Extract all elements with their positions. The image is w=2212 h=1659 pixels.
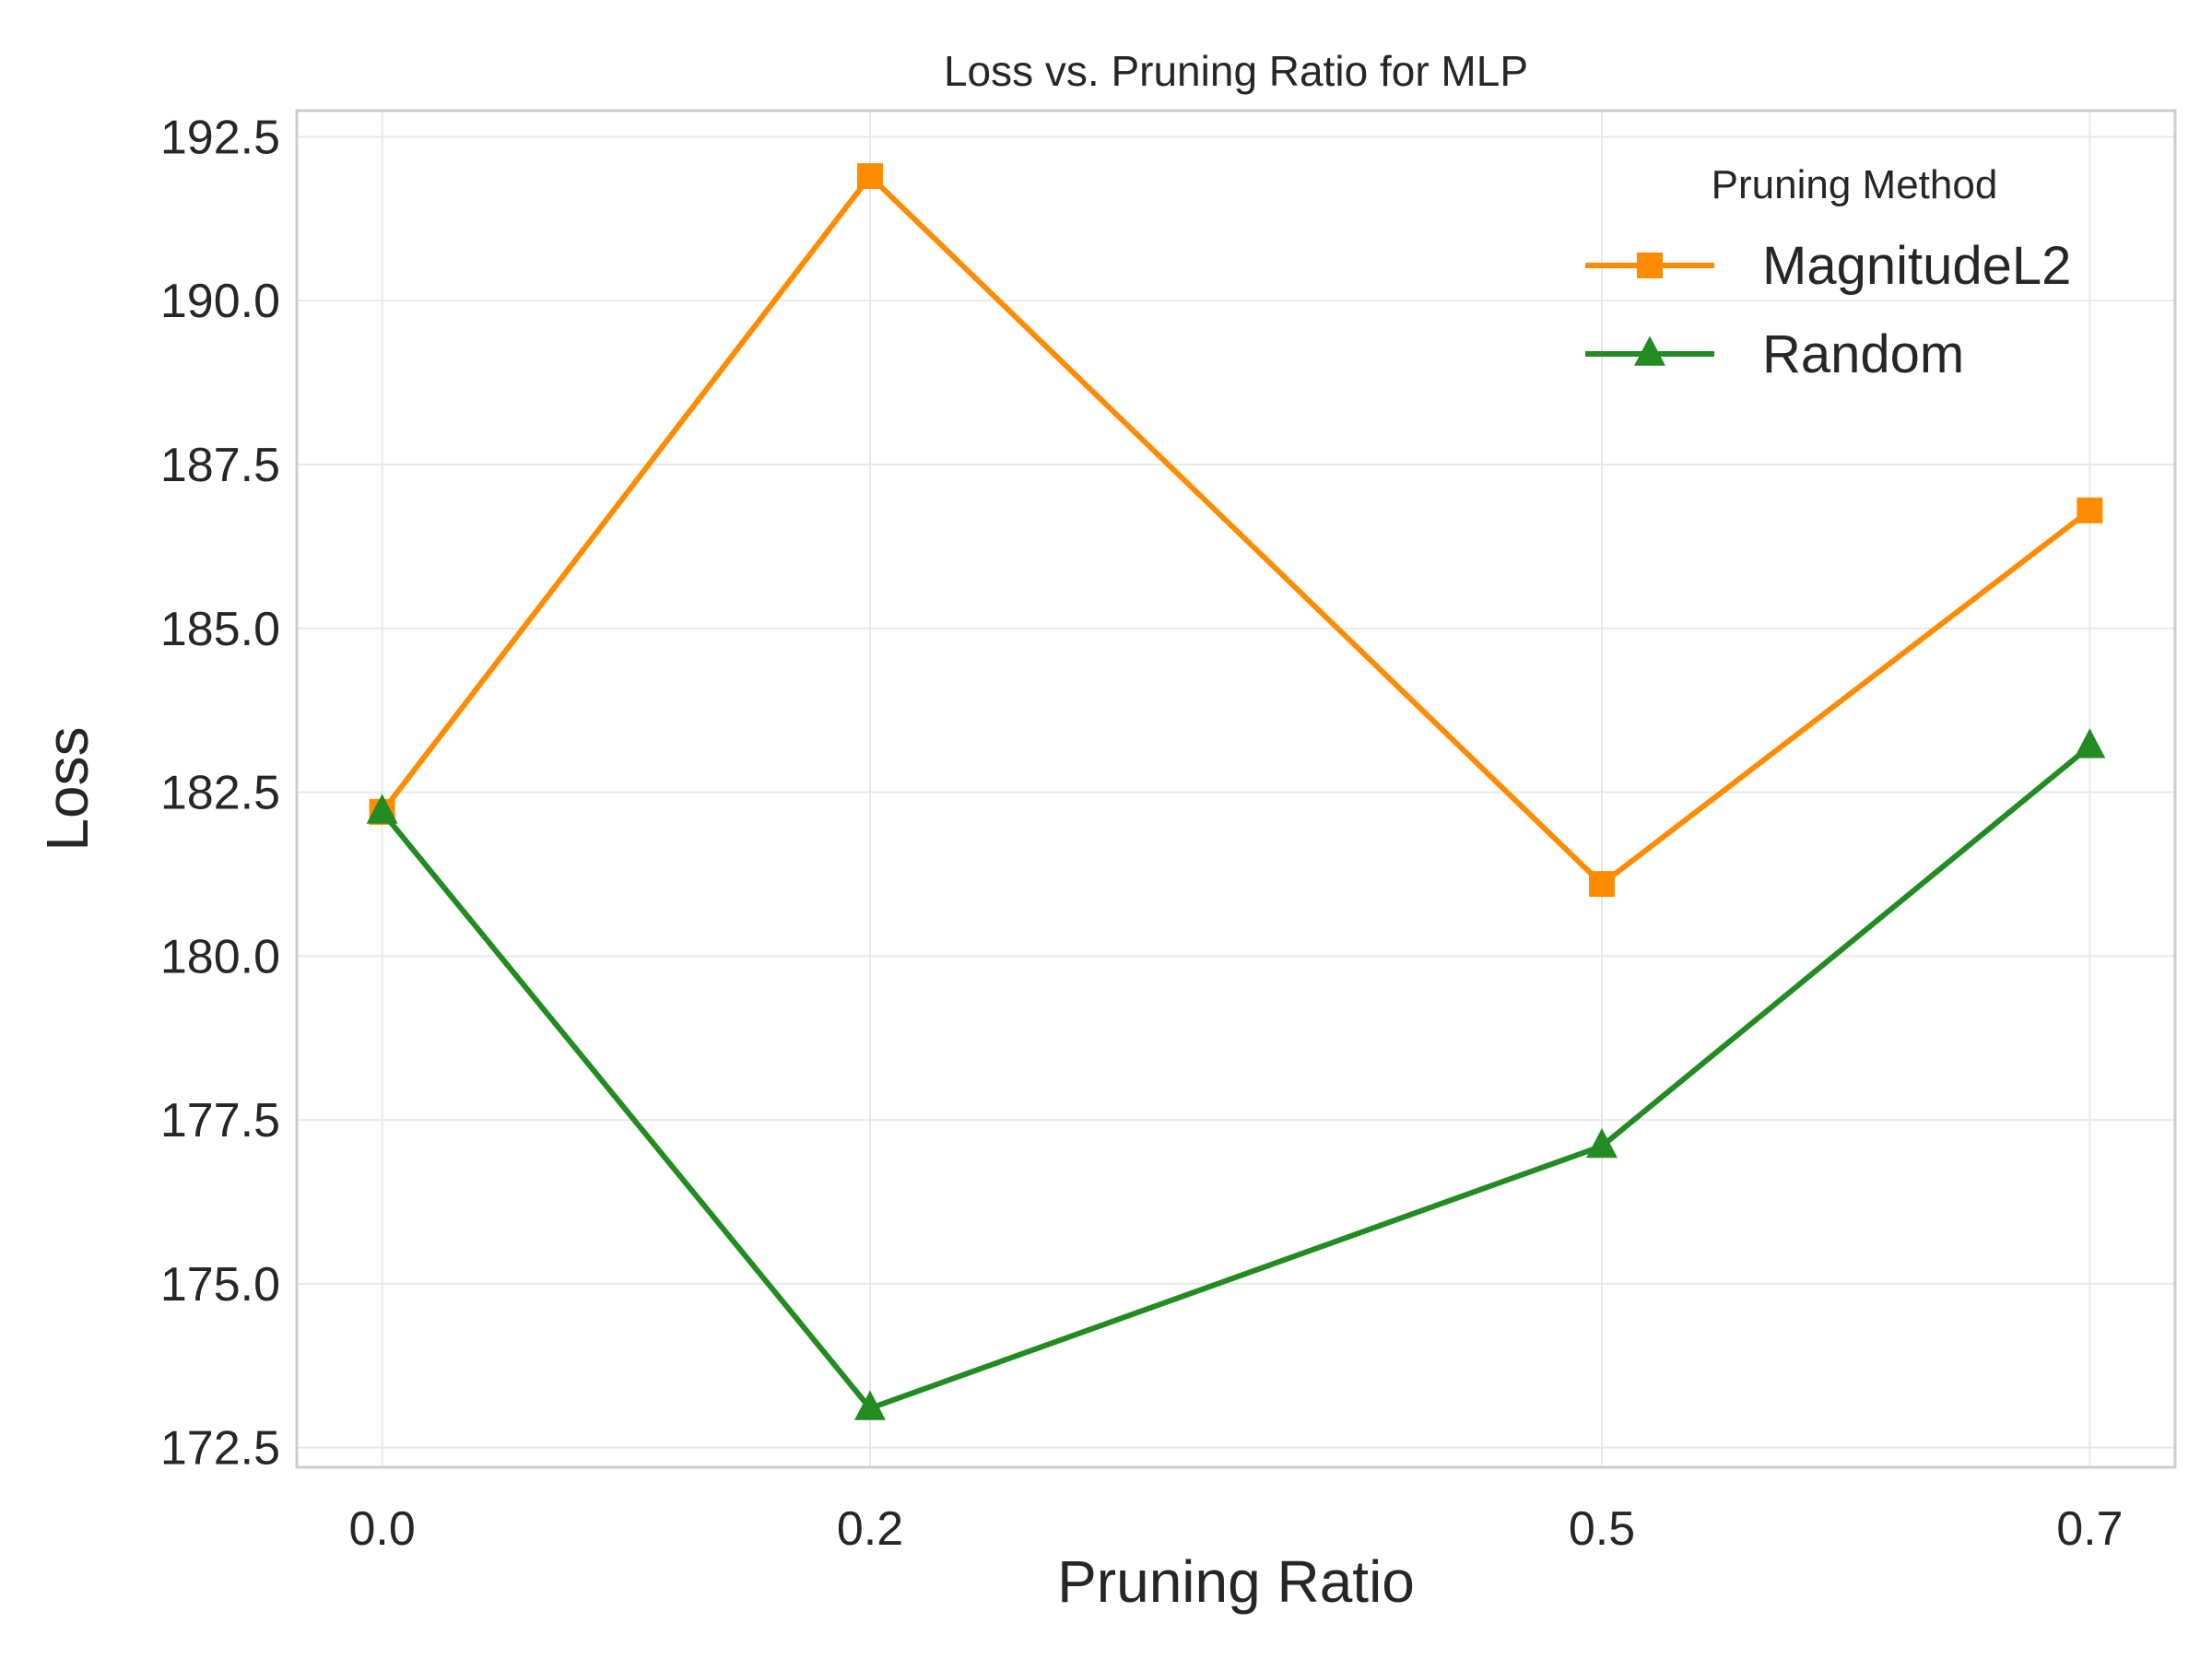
data-point-magnitudel2 bbox=[856, 163, 883, 190]
x-tick-label: 0.7 bbox=[2056, 1502, 2123, 1556]
data-point-random bbox=[2074, 728, 2106, 759]
data-point-random bbox=[853, 1390, 886, 1420]
legend-marker-magnitudel2 bbox=[1637, 253, 1663, 278]
legend-label-random: Random bbox=[1762, 324, 1964, 384]
y-tick-label: 190.0 bbox=[160, 275, 280, 328]
y-tick-label: 192.5 bbox=[160, 111, 280, 164]
x-tick-label: 0.5 bbox=[1569, 1502, 1635, 1556]
y-axis-label: Loss bbox=[34, 726, 100, 851]
x-tick-label: 0.2 bbox=[837, 1502, 903, 1556]
grid bbox=[297, 111, 2175, 1467]
legend-label-magnitudel2: MagnitudeL2 bbox=[1762, 236, 2071, 296]
y-tick-label: 177.5 bbox=[160, 1094, 280, 1147]
series-random bbox=[366, 728, 2106, 1420]
legend-item-random: Random bbox=[1585, 324, 1964, 384]
x-axis-ticks: 0.0 0.2 0.5 0.7 bbox=[348, 1502, 2123, 1556]
data-point-magnitudel2 bbox=[2077, 497, 2103, 524]
legend-items: MagnitudeL2 Random bbox=[1585, 236, 2071, 384]
data-point-random bbox=[1586, 1128, 1618, 1159]
y-tick-label: 185.0 bbox=[160, 603, 280, 656]
x-tick-label: 0.0 bbox=[348, 1502, 415, 1556]
chart-title: Loss vs. Pruning Ratio for MLP bbox=[944, 47, 1528, 95]
data-point-random bbox=[366, 794, 398, 824]
legend-title: Pruning Method bbox=[1712, 162, 1998, 207]
y-tick-label: 180.0 bbox=[160, 930, 280, 983]
data-point-magnitudel2 bbox=[1589, 871, 1616, 898]
y-tick-label: 175.0 bbox=[160, 1258, 280, 1312]
y-tick-label: 182.5 bbox=[160, 767, 280, 820]
y-tick-label: 172.5 bbox=[160, 1422, 280, 1476]
legend-item-magnitudel2: MagnitudeL2 bbox=[1585, 236, 2071, 296]
x-axis-label: Pruning Ratio bbox=[1057, 1548, 1415, 1615]
series-line-random bbox=[380, 744, 2092, 1412]
legend: Pruning Method MagnitudeL2 Random bbox=[1585, 162, 2071, 384]
y-tick-label: 187.5 bbox=[160, 439, 280, 492]
series-layer bbox=[366, 163, 2106, 1420]
plot-frame bbox=[295, 109, 2177, 1469]
legend-marker-random bbox=[1634, 335, 1665, 366]
y-axis-ticks: 172.5 175.0 177.5 180.0 182.5 185.0 187.5 190.0… bbox=[160, 111, 280, 1475]
series-line-magnitudel2 bbox=[380, 171, 2092, 888]
